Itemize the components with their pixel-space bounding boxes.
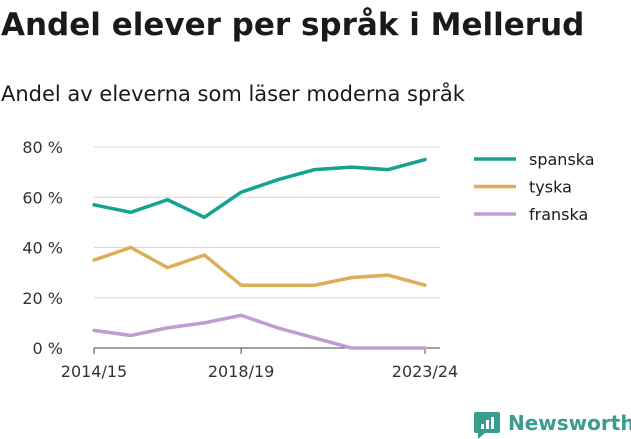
chart-subtitle: Andel av eleverna som läser moderna språ… bbox=[1, 81, 466, 106]
legend-label-franska: franska bbox=[529, 205, 588, 224]
x-tick-label: 2014/15 bbox=[61, 362, 127, 381]
brand-logo: Newsworthy bbox=[474, 411, 631, 439]
legend: spanska tyska franska bbox=[474, 150, 595, 224]
y-tick-label: 0 % bbox=[33, 339, 63, 358]
brand-name: Newsworthy bbox=[508, 411, 631, 435]
legend-label-spanska: spanska bbox=[529, 150, 595, 169]
axes: 0 % 20 % 40 % 60 % 80 % 2014/15 2018/19 2023/24 bbox=[22, 138, 458, 381]
chart-title: Andel elever per språk i Mellerud bbox=[1, 7, 584, 43]
series-lines bbox=[92, 157, 427, 350]
series-line-franska bbox=[92, 313, 427, 350]
y-tick-label: 60 % bbox=[22, 188, 63, 207]
x-tick-label: 2018/19 bbox=[208, 362, 274, 381]
newsworthy-logo-icon bbox=[474, 412, 500, 439]
series-line-tyska bbox=[92, 245, 427, 287]
series-line-spanska bbox=[92, 157, 427, 220]
legend-label-tyska: tyska bbox=[529, 178, 572, 197]
x-tick-label: 2023/24 bbox=[392, 362, 458, 381]
grid-lines bbox=[94, 146, 440, 299]
y-tick-label: 40 % bbox=[22, 239, 63, 258]
y-tick-label: 80 % bbox=[22, 138, 63, 157]
y-tick-label: 20 % bbox=[22, 289, 63, 308]
